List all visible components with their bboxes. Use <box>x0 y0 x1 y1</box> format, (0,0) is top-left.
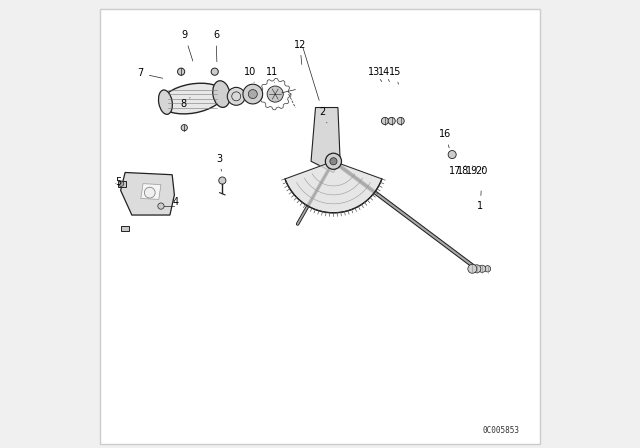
Bar <box>118 181 127 187</box>
Circle shape <box>145 187 155 198</box>
Text: 11: 11 <box>266 67 278 82</box>
Ellipse shape <box>161 83 223 114</box>
Circle shape <box>484 266 491 272</box>
Text: 18: 18 <box>457 166 472 176</box>
Text: 13: 13 <box>367 67 382 82</box>
Text: 6: 6 <box>213 30 219 62</box>
Circle shape <box>479 265 486 272</box>
Circle shape <box>158 203 164 209</box>
Text: 8: 8 <box>180 98 190 109</box>
Text: 9: 9 <box>182 30 193 61</box>
Circle shape <box>181 125 188 131</box>
Circle shape <box>118 181 124 186</box>
Text: 0C005853: 0C005853 <box>483 426 520 435</box>
Text: 14: 14 <box>378 67 390 82</box>
Polygon shape <box>141 184 161 199</box>
Circle shape <box>177 68 185 75</box>
Text: 2: 2 <box>319 107 327 123</box>
Circle shape <box>397 117 404 125</box>
Text: 1: 1 <box>477 191 483 211</box>
Circle shape <box>330 158 337 165</box>
Text: 15: 15 <box>389 67 401 84</box>
Text: 20: 20 <box>475 166 488 176</box>
Text: 19: 19 <box>466 166 479 176</box>
Circle shape <box>468 264 477 273</box>
Circle shape <box>473 265 481 273</box>
Ellipse shape <box>159 90 172 114</box>
Text: 12: 12 <box>294 40 306 65</box>
Circle shape <box>211 68 218 75</box>
Text: 3: 3 <box>216 154 222 171</box>
Polygon shape <box>285 161 382 213</box>
Circle shape <box>267 86 284 102</box>
Polygon shape <box>311 108 340 172</box>
Circle shape <box>219 177 226 184</box>
Circle shape <box>448 151 456 159</box>
Circle shape <box>227 87 245 105</box>
Text: 4: 4 <box>173 198 179 207</box>
Text: 7: 7 <box>138 69 163 78</box>
Text: 17: 17 <box>449 166 466 176</box>
Circle shape <box>243 84 262 104</box>
FancyBboxPatch shape <box>100 9 540 444</box>
Bar <box>121 226 129 231</box>
Polygon shape <box>121 172 174 215</box>
Circle shape <box>248 90 257 99</box>
Circle shape <box>381 117 388 125</box>
Text: 5: 5 <box>115 177 122 187</box>
Ellipse shape <box>212 81 230 108</box>
Text: 16: 16 <box>439 129 452 148</box>
Circle shape <box>325 153 342 169</box>
Text: 10: 10 <box>244 67 257 82</box>
Circle shape <box>388 117 396 125</box>
